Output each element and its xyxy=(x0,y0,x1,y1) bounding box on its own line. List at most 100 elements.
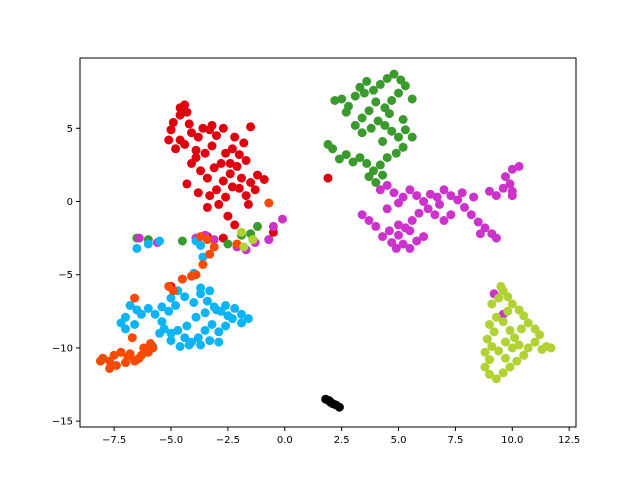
data-point-series-5-7 xyxy=(523,318,533,328)
data-point-series-2-39 xyxy=(357,210,367,220)
x-tick-label: 0.0 xyxy=(277,435,293,446)
data-point-series-2-19 xyxy=(446,210,456,220)
data-point-series-1-19 xyxy=(357,128,367,138)
data-point-series-5-23 xyxy=(489,327,499,337)
data-point-series-1-54 xyxy=(253,221,262,231)
data-point-series-0-41 xyxy=(234,183,244,193)
data-point-series-1-28 xyxy=(391,148,401,158)
data-point-series-1-25 xyxy=(400,125,410,135)
data-point-series-1-47 xyxy=(378,137,388,146)
x-tick-label: 7.5 xyxy=(447,435,463,446)
data-point-series-2-53 xyxy=(507,186,517,196)
data-point-series-5-11 xyxy=(523,343,533,353)
data-point-series-2-56 xyxy=(134,233,144,243)
data-point-series-0-22 xyxy=(216,158,226,168)
data-point-series-5-39 xyxy=(537,344,547,354)
data-point-series-3-48 xyxy=(205,286,215,296)
data-point-series-2-35 xyxy=(384,226,394,236)
data-point-series-6-4 xyxy=(334,402,344,412)
data-point-series-0-29 xyxy=(218,176,228,186)
data-point-series-5-33 xyxy=(507,343,517,353)
data-point-series-4-28 xyxy=(202,235,212,245)
data-point-series-4-18 xyxy=(130,293,140,303)
data-point-series-3-28 xyxy=(180,333,190,343)
data-point-series-2-26 xyxy=(394,230,403,240)
data-point-series-0-51 xyxy=(246,122,256,132)
data-point-series-1-15 xyxy=(371,97,381,107)
data-point-series-3-10 xyxy=(180,292,190,302)
data-point-series-2-2 xyxy=(389,188,399,198)
data-point-series-1-0 xyxy=(330,96,340,105)
data-point-series-3-6 xyxy=(164,306,174,316)
data-point-series-0-20 xyxy=(202,173,212,183)
data-point-series-2-24 xyxy=(407,216,417,225)
data-point-series-1-12 xyxy=(394,88,403,98)
data-point-series-5-15 xyxy=(498,368,508,378)
data-point-series-0-53 xyxy=(191,145,201,155)
data-point-series-5-10 xyxy=(530,337,540,347)
data-point-series-0-9 xyxy=(180,139,190,149)
data-point-series-0-4 xyxy=(168,117,178,127)
data-point-series-2-44 xyxy=(469,192,479,202)
data-point-series-2-6 xyxy=(419,197,429,206)
data-point-series-2-12 xyxy=(460,202,469,212)
data-point-series-3-45 xyxy=(212,305,221,315)
data-point-series-1-45 xyxy=(359,88,369,98)
data-point-series-6-5 xyxy=(325,397,335,407)
data-point-series-2-42 xyxy=(435,199,444,209)
data-point-series-1-23 xyxy=(387,126,397,136)
data-point-series-4-29 xyxy=(196,232,206,242)
data-point-series-2-30 xyxy=(405,243,415,253)
data-point-series-5-36 xyxy=(503,306,513,316)
data-point-series-2-29 xyxy=(398,239,408,249)
data-point-series-0-33 xyxy=(221,192,231,202)
data-point-series-1-6 xyxy=(369,85,378,95)
data-point-series-0-26 xyxy=(241,156,251,165)
data-point-series-4-17 xyxy=(148,343,158,353)
data-point-series-1-3 xyxy=(350,91,360,101)
data-point-series-5-1 xyxy=(494,293,504,303)
data-point-series-2-21 xyxy=(430,210,440,220)
data-point-series-0-5 xyxy=(166,125,176,135)
data-point-series-0-10 xyxy=(187,128,196,138)
data-point-series-3-29 xyxy=(173,325,183,335)
data-point-series-4-16 xyxy=(134,353,144,363)
x-tick-label: 10.0 xyxy=(501,435,523,446)
data-point-series-2-9 xyxy=(439,185,449,195)
data-point-series-4-26 xyxy=(205,249,215,259)
data-point-series-2-65 xyxy=(278,214,287,224)
data-point-series-0-23 xyxy=(221,148,231,158)
data-point-series-4-9 xyxy=(139,343,149,353)
data-point-series-2-5 xyxy=(412,191,422,201)
data-point-series-1-1 xyxy=(337,94,347,104)
data-point-series-2-7 xyxy=(425,189,435,199)
data-point-series-0-24 xyxy=(227,144,237,154)
data-point-series-3-4 xyxy=(150,309,160,319)
data-point-series-0-42 xyxy=(223,211,233,221)
x-tick-label: −2.5 xyxy=(216,435,240,446)
data-point-series-3-13 xyxy=(202,296,212,306)
data-point-series-0-43 xyxy=(230,220,240,230)
data-point-series-5-16 xyxy=(491,374,501,384)
data-point-series-5-0 xyxy=(487,299,497,309)
data-point-series-5-24 xyxy=(485,320,494,329)
data-point-series-1-22 xyxy=(380,120,390,130)
data-point-series-0-60 xyxy=(323,173,333,183)
data-point-series-0-50 xyxy=(230,132,240,142)
data-point-series-2-33 xyxy=(405,226,415,236)
data-point-series-1-43 xyxy=(384,109,394,119)
data-point-series-4-30 xyxy=(264,198,274,208)
data-point-series-5-35 xyxy=(496,281,506,291)
data-point-series-3-36 xyxy=(205,336,215,346)
data-point-series-1-9 xyxy=(389,69,399,79)
data-point-series-1-41 xyxy=(364,172,374,182)
data-point-series-1-40 xyxy=(371,178,381,187)
y-tick-label: −15 xyxy=(52,417,73,428)
data-point-series-5-41 xyxy=(248,235,258,245)
data-point-series-2-34 xyxy=(394,220,403,230)
data-point-series-5-21 xyxy=(487,342,497,351)
data-point-series-2-51 xyxy=(507,164,517,174)
data-point-series-0-37 xyxy=(253,170,262,180)
data-point-series-1-50 xyxy=(177,236,187,246)
